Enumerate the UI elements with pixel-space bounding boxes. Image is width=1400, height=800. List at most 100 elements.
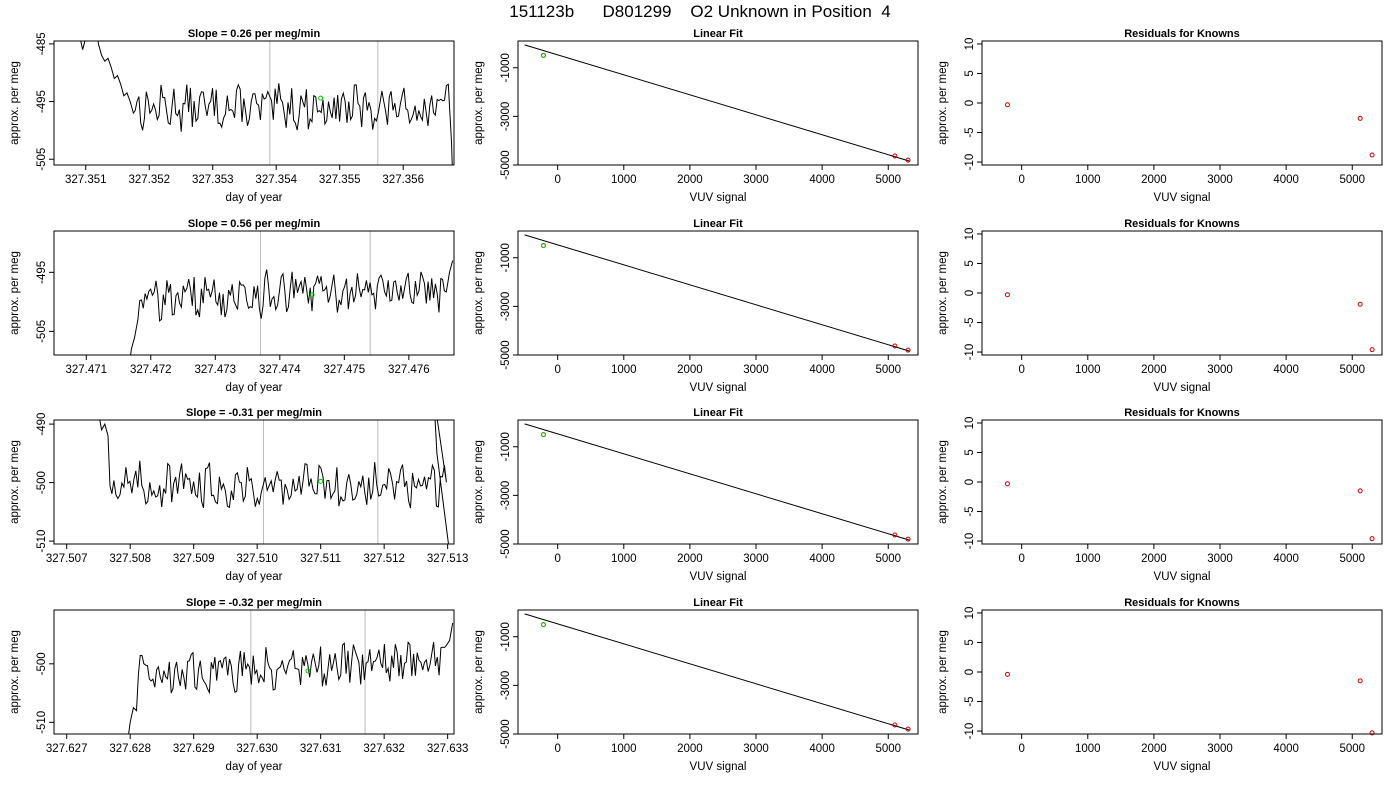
row3-time-series-xtick-label: 327.512 bbox=[363, 553, 405, 565]
row3-time-series-ytick-label: -510 bbox=[36, 530, 48, 553]
row1-residuals-residual-point bbox=[1369, 152, 1375, 158]
row3-time-series-ytick-label: -500 bbox=[36, 471, 48, 494]
row2-residuals-residual-point bbox=[1369, 347, 1375, 353]
row4-residuals-xlabel: VUV signal bbox=[1154, 761, 1211, 773]
row4-linear-fit-known-point bbox=[892, 722, 898, 728]
row4-linear-fit-xtick-label: 3000 bbox=[743, 743, 769, 755]
row2-linear-fit-unknown-point bbox=[540, 243, 546, 249]
row1-residuals-xlabel: VUV signal bbox=[1154, 192, 1211, 204]
row4-linear-fit-xlabel: VUV signal bbox=[690, 761, 747, 773]
row2-linear-fit-xtick-label: 5000 bbox=[875, 364, 901, 376]
row3-linear-fit-known-point bbox=[892, 532, 898, 538]
row4-time-series-frame bbox=[53, 609, 455, 735]
row3-time-series-title: Slope = -0.31 per meg/min bbox=[186, 407, 322, 419]
row3-residuals-xtick-label: 1000 bbox=[1075, 553, 1101, 565]
row1-residuals-residual-point bbox=[1357, 115, 1363, 121]
row2-time-series-xlabel: day of year bbox=[226, 382, 283, 394]
row2-linear-fit-known-point bbox=[905, 347, 911, 353]
row2-time-series-ytick-label: -495 bbox=[36, 261, 48, 284]
row1-linear-fit-fit-line bbox=[524, 44, 910, 162]
row2-residuals-xtick-label: 2000 bbox=[1141, 364, 1167, 376]
row2-residuals-xlabel: VUV signal bbox=[1154, 382, 1211, 394]
row3-residuals-ytick-label: 0 bbox=[964, 479, 976, 485]
row3-time-series-xtick-label: 327.513 bbox=[427, 553, 469, 565]
row4-linear-fit-ytick-label: -1000 bbox=[500, 622, 512, 651]
row3-residuals-xtick-label: 4000 bbox=[1273, 553, 1299, 565]
row2-time-series-frame bbox=[53, 230, 455, 356]
row3-residuals-title: Residuals for Knowns bbox=[1124, 407, 1240, 419]
row2-residuals-xtick-label: 0 bbox=[1018, 364, 1024, 376]
row3-linear-fit-unknown-point bbox=[540, 432, 546, 438]
row4-time-series-xtick-label: 327.629 bbox=[173, 743, 215, 755]
figure-title: 151123b D801299 O2 Unknown in Position 4 bbox=[509, 2, 891, 21]
row4-residuals-xtick-label: 3000 bbox=[1207, 743, 1233, 755]
row2-residuals-xtick-label: 4000 bbox=[1273, 364, 1299, 376]
row4-residuals-ytick-label: -10 bbox=[964, 723, 976, 740]
row1-time-series-title: Slope = 0.26 per meg/min bbox=[188, 28, 321, 40]
row2-linear-fit-title: Linear Fit bbox=[693, 218, 743, 230]
row4-linear-fit-xtick-label: 0 bbox=[554, 743, 560, 755]
row2-time-series-xtick-label: 327.473 bbox=[195, 364, 237, 376]
row3-linear-fit-xtick-label: 3000 bbox=[743, 553, 769, 565]
row4-linear-fit-xtick-label: 1000 bbox=[611, 743, 637, 755]
row1-linear-fit-unknown-point bbox=[540, 52, 546, 58]
row2-linear-fit-xtick-label: 4000 bbox=[809, 364, 835, 376]
row2-residuals-ytick-label: 0 bbox=[964, 290, 976, 296]
row3-time-series-xtick-label: 327.511 bbox=[300, 553, 341, 565]
row3-linear-fit-ylabel: approx. per meg bbox=[473, 440, 485, 524]
row1-linear-fit-xtick-label: 1000 bbox=[611, 174, 637, 186]
row1-linear-fit-ytick-label: -1000 bbox=[500, 53, 512, 82]
row2-linear-fit-ytick-label: -1000 bbox=[500, 243, 512, 272]
row2-linear-fit-xtick-label: 0 bbox=[554, 364, 560, 376]
row3-linear-fit-frame bbox=[517, 419, 919, 545]
row1-time-series-xtick-label: 327.352 bbox=[128, 174, 170, 186]
row1-linear-fit-ytick-label: -5000 bbox=[500, 150, 512, 179]
row2-residuals-ytick-label: -10 bbox=[964, 344, 976, 361]
row1-linear-fit-xtick-label: 0 bbox=[554, 174, 560, 186]
row4-time-series-xtick-label: 327.632 bbox=[363, 743, 405, 755]
row2-residuals-residual-point bbox=[1357, 301, 1363, 307]
row1-linear-fit-xtick-label: 3000 bbox=[743, 174, 769, 186]
row1-residuals-ytick-label: 5 bbox=[964, 70, 976, 76]
row2-time-series-xtick-label: 327.474 bbox=[259, 364, 301, 376]
row3-time-series-trace bbox=[99, 420, 449, 544]
row1-time-series-trace bbox=[80, 41, 453, 165]
row2-time-series-ytick-label: -505 bbox=[36, 320, 48, 343]
row2-residuals-ytick-label: 5 bbox=[964, 260, 976, 266]
row4-linear-fit-ytick-label: -3000 bbox=[500, 671, 512, 700]
row2-residuals-ylabel: approx. per meg bbox=[937, 251, 949, 335]
row1-time-series-xtick-label: 327.354 bbox=[255, 174, 297, 186]
row3-linear-fit-ytick-label: -3000 bbox=[500, 481, 512, 510]
row4-time-series-unknown-point bbox=[305, 668, 311, 674]
row4-residuals-ytick-label: 10 bbox=[964, 607, 976, 620]
row2-residuals-ytick-label: -5 bbox=[964, 317, 976, 327]
row3-residuals-ytick-label: -5 bbox=[964, 506, 976, 516]
row3-linear-fit-xtick-label: 4000 bbox=[809, 553, 835, 565]
row1-residuals-xtick-label: 3000 bbox=[1207, 174, 1233, 186]
row4-time-series-ytick-label: -510 bbox=[36, 711, 48, 734]
row2-linear-fit-frame bbox=[517, 230, 919, 356]
row2-time-series-title: Slope = 0.56 per meg/min bbox=[188, 218, 321, 230]
row3-linear-fit-known-point bbox=[905, 536, 911, 542]
row3-linear-fit-fit-line bbox=[524, 423, 910, 541]
row3-time-series-xtick-label: 327.507 bbox=[46, 553, 88, 565]
row4-linear-fit-known-point bbox=[905, 726, 911, 732]
row2-residuals-frame bbox=[981, 230, 1383, 356]
row3-residuals-xtick-label: 2000 bbox=[1141, 553, 1167, 565]
row2-time-series-ylabel: approx. per meg bbox=[9, 251, 21, 335]
row3-linear-fit-xtick-label: 0 bbox=[554, 553, 560, 565]
row3-linear-fit-xtick-label: 5000 bbox=[875, 553, 901, 565]
row1-time-series-ytick-label: -495 bbox=[36, 90, 48, 113]
row3-residuals-residual-point bbox=[1357, 488, 1363, 494]
row4-time-series-xtick-label: 327.631 bbox=[300, 743, 342, 755]
row1-residuals-xtick-label: 1000 bbox=[1075, 174, 1101, 186]
row3-linear-fit-ytick-label: -5000 bbox=[500, 529, 512, 558]
row3-time-series-ylabel: approx. per meg bbox=[9, 440, 21, 524]
row3-time-series-frame bbox=[53, 419, 455, 545]
row2-residuals-title: Residuals for Knowns bbox=[1124, 218, 1240, 230]
row1-time-series-xlabel: day of year bbox=[226, 192, 283, 204]
row1-residuals-ytick-label: 0 bbox=[964, 100, 976, 106]
row3-linear-fit-title: Linear Fit bbox=[693, 407, 743, 419]
row4-linear-fit-unknown-point bbox=[540, 622, 546, 628]
row1-residuals-xtick-label: 4000 bbox=[1273, 174, 1299, 186]
